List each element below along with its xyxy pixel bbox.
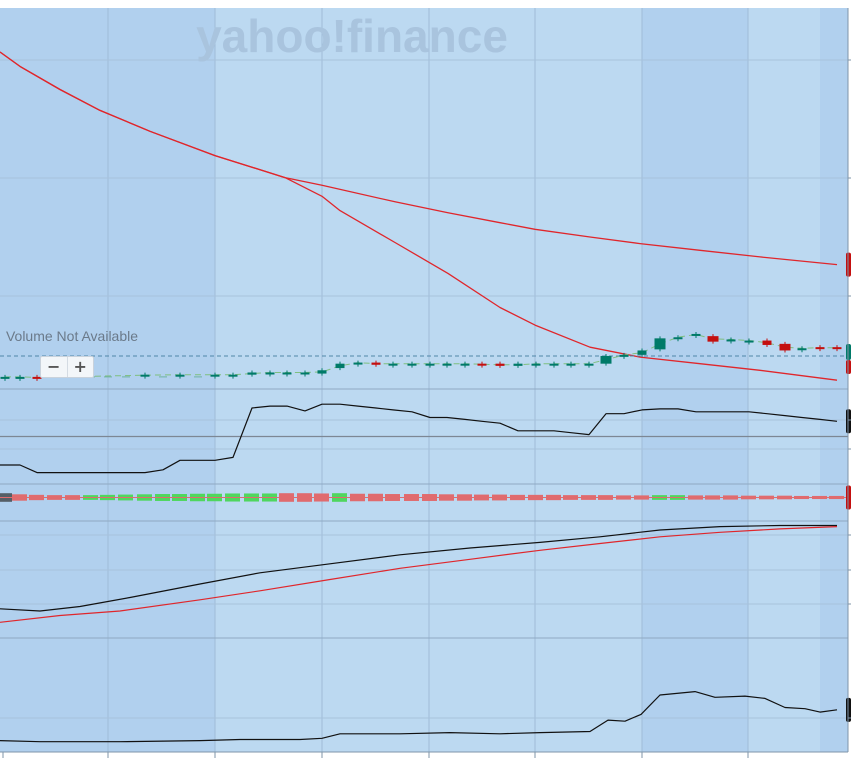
candle-up [637, 350, 647, 355]
candle-up [247, 372, 257, 375]
candle-down [477, 363, 487, 366]
candle-up [654, 338, 666, 350]
candle-up [265, 372, 275, 375]
candle-down [495, 363, 505, 366]
candle-down [832, 347, 842, 350]
moving-average-line-2 [0, 51, 838, 266]
candle-up [513, 363, 523, 366]
indicator-3-line [0, 690, 838, 743]
background-band [0, 8, 108, 752]
candle-down [32, 376, 42, 379]
background-band [429, 8, 535, 752]
grid [0, 8, 848, 752]
zoom-in-button[interactable]: + [66, 357, 94, 377]
candle-down [707, 336, 719, 342]
candle-up [407, 363, 417, 366]
background-band [108, 8, 215, 752]
candle-up [726, 339, 736, 342]
candle-up [531, 363, 541, 366]
price-trace-line [5, 334, 837, 378]
background-band [748, 8, 820, 752]
candle-up [460, 363, 470, 366]
candle-up [317, 370, 327, 374]
candle-up [584, 363, 594, 366]
background-band [215, 8, 322, 752]
candle-up [744, 340, 754, 343]
candle-up [353, 362, 363, 365]
indicator-2-signal-line [0, 526, 838, 623]
candle-up [210, 374, 220, 377]
zoom-out-button[interactable]: − [47, 357, 61, 376]
candle-up [442, 363, 452, 366]
candle-down [815, 347, 825, 350]
candle-up [15, 376, 25, 379]
candle-up [388, 363, 398, 366]
candle-up [673, 337, 683, 340]
candle-up [600, 355, 612, 364]
volume-not-available-label: Volume Not Available [6, 328, 138, 344]
candle-down [779, 343, 791, 351]
indicator-2-line [0, 524, 837, 612]
candle-up [175, 374, 185, 377]
candle-up [797, 348, 807, 351]
indicator-1-line [0, 403, 838, 474]
candle-up [549, 363, 559, 366]
background-bands [0, 8, 848, 752]
candle-up [228, 374, 238, 377]
candle-up [282, 372, 292, 375]
candle-down [371, 362, 381, 365]
candle-up [300, 372, 310, 375]
candle-up [425, 363, 435, 366]
candle-up [619, 354, 629, 357]
indicator-panel-2[interactable] [0, 524, 838, 623]
candle-up [0, 376, 10, 379]
yahoo-finance-watermark: yahoo!finance [196, 10, 508, 62]
zoom-control: − + [40, 356, 94, 378]
candle-up [691, 333, 701, 336]
background-band [322, 8, 429, 752]
background-band [535, 8, 642, 752]
background-band [642, 8, 748, 752]
candle-down [762, 340, 772, 345]
histogram-panel[interactable] [0, 485, 851, 510]
candle-up [140, 374, 150, 377]
candle-up [335, 363, 345, 369]
candle-up [566, 363, 576, 366]
